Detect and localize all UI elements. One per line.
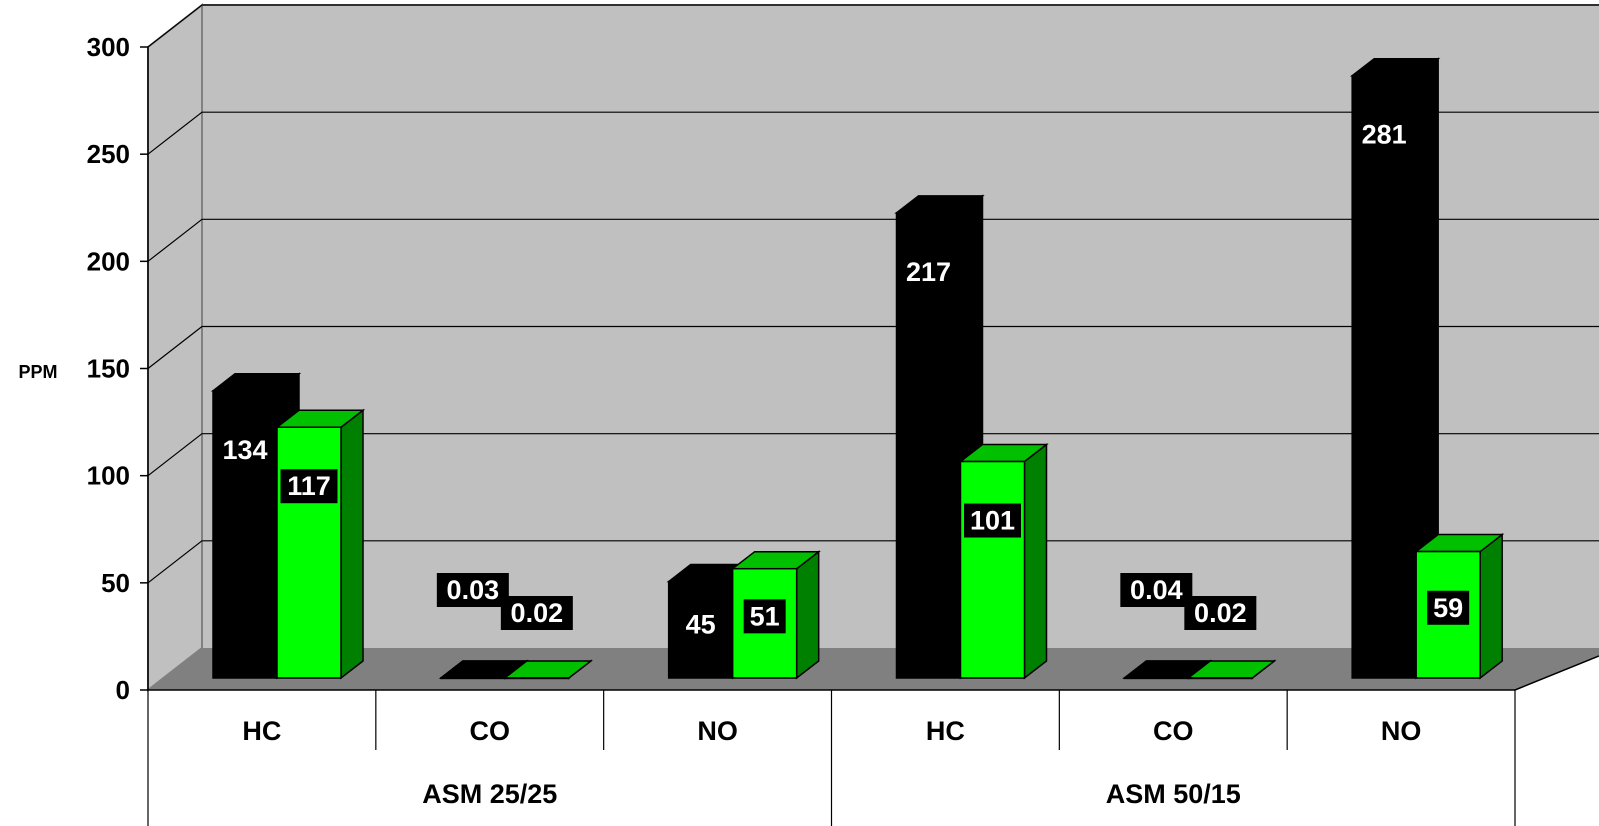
category-label: CO <box>470 716 511 746</box>
bar-side <box>340 408 364 680</box>
y-axis: 0 50 100 150 200 250 300 <box>87 32 149 705</box>
value-label: 101 <box>970 506 1015 536</box>
value-label: 281 <box>1362 120 1407 150</box>
value-label-box <box>1184 596 1257 630</box>
value-label: 0.03 <box>447 575 500 605</box>
value-label-box <box>280 469 338 504</box>
bar <box>1186 659 1277 680</box>
value-label: 0.02 <box>1194 598 1247 628</box>
bar-front <box>1187 677 1254 680</box>
value-labels: 134 117 0.03 0.02 45 51 217 101 0.04 0.02 281 59 <box>222 120 1470 640</box>
bar-side <box>1479 533 1503 680</box>
category-label: HC <box>242 716 281 746</box>
bar <box>274 408 366 680</box>
group-label: ASM 25/25 <box>422 779 557 809</box>
y-tick-label: 200 <box>87 246 130 276</box>
bar-front <box>212 390 278 679</box>
gridline <box>147 111 1599 155</box>
value-label: 59 <box>1433 593 1463 623</box>
group-label: ASM 50/15 <box>1106 779 1241 809</box>
gridline <box>147 325 1599 369</box>
category-label: HC <box>926 716 965 746</box>
category-label: CO <box>1153 716 1194 746</box>
value-label-box <box>964 503 1021 538</box>
bar-front <box>667 580 734 679</box>
value-label-box <box>743 599 786 634</box>
bar-front <box>1123 677 1190 680</box>
value-label-box <box>436 573 509 607</box>
bar-front <box>959 460 1026 679</box>
bar-side <box>1023 442 1048 680</box>
bar-side <box>795 550 820 680</box>
gridline <box>147 218 1599 262</box>
x-axis-depth-line <box>1514 655 1599 691</box>
y-tick-label: 300 <box>87 32 130 62</box>
bar <box>958 442 1049 680</box>
gridline <box>147 433 1599 477</box>
y-axis-title: PPM <box>18 362 57 382</box>
bars <box>210 57 1505 680</box>
bar <box>1413 533 1505 680</box>
value-label: 134 <box>222 435 267 465</box>
bar-front <box>504 677 570 680</box>
category-label: NO <box>1381 716 1422 746</box>
bar <box>1349 57 1441 680</box>
bar <box>502 659 594 680</box>
value-label-box <box>1120 573 1193 607</box>
y-tick-label: 150 <box>87 354 130 384</box>
value-label: 51 <box>750 601 780 631</box>
bar-front <box>1415 550 1481 679</box>
gridline <box>147 4 1599 48</box>
bar-front <box>895 212 962 679</box>
value-label-box <box>500 596 573 630</box>
y-tick-label: 100 <box>87 461 130 491</box>
value-label: 0.04 <box>1130 575 1183 605</box>
gridlines <box>147 4 1599 584</box>
value-label: 217 <box>906 257 951 287</box>
bar <box>730 550 821 680</box>
floor <box>148 648 1599 690</box>
value-label: 0.02 <box>511 598 564 628</box>
y-tick-label: 50 <box>101 568 130 598</box>
x-axis: HC CO NO ASM 25/25 HC CO NO ASM 50/15 <box>147 655 1599 826</box>
bar-front <box>276 426 342 679</box>
value-label: 45 <box>686 610 716 640</box>
category-label: NO <box>697 716 738 746</box>
value-label-box <box>1427 590 1470 625</box>
bar-front <box>1351 74 1417 679</box>
value-label: 117 <box>287 471 331 501</box>
bar-front <box>440 677 506 680</box>
y-tick-label: 0 <box>116 675 130 705</box>
y-tick-label: 250 <box>87 139 130 169</box>
gridline <box>147 540 1599 584</box>
